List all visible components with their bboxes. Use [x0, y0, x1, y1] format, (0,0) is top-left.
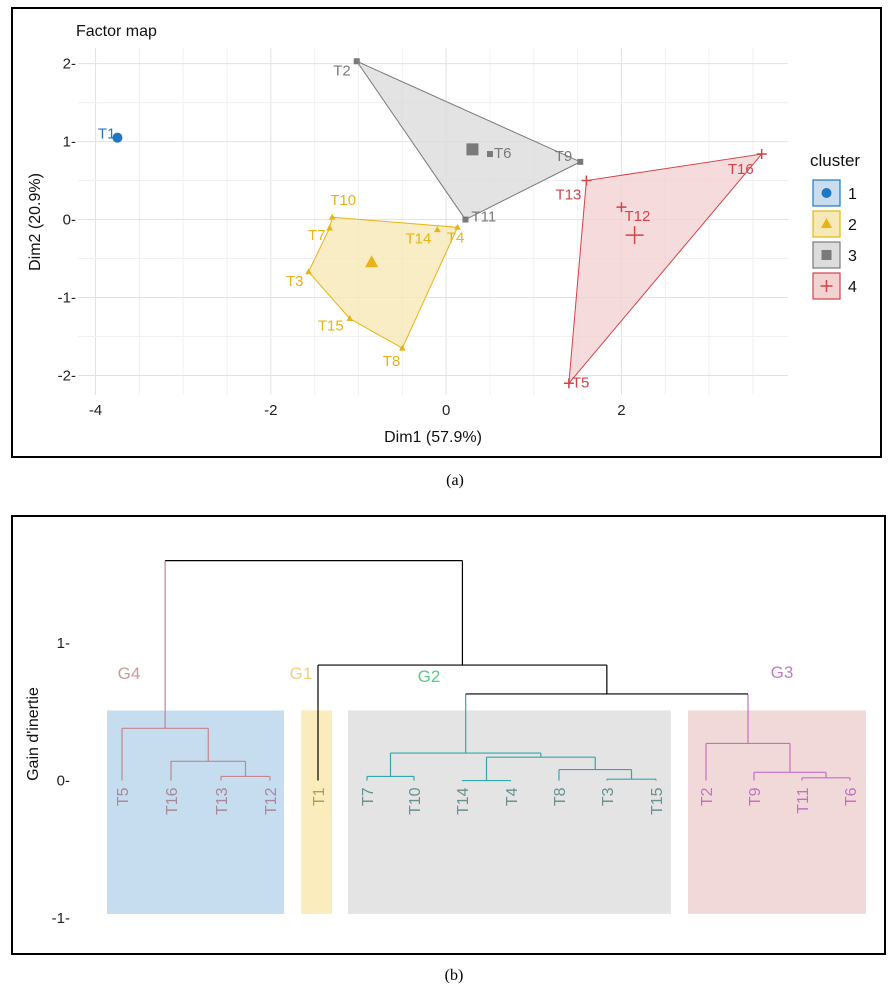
data-point [486, 151, 493, 158]
group-box-G1 [301, 710, 332, 914]
point-label: T4 [447, 229, 465, 246]
data-point [326, 224, 333, 231]
leaf-label: T10 [407, 787, 424, 815]
data-point [454, 223, 461, 230]
x-tick-label: -4 [89, 402, 102, 419]
data-point [305, 268, 312, 275]
cluster-4-hull [568, 153, 763, 385]
data-point [353, 58, 360, 65]
point-label: T3 [286, 273, 304, 290]
x-tick-label: -2 [264, 402, 277, 419]
legend-label: 3 [848, 248, 857, 265]
data-point [577, 158, 584, 165]
leaf-label: T6 [843, 787, 860, 806]
cluster-3-hull [355, 60, 582, 221]
leaf-label: T5 [115, 787, 132, 806]
leaf-label: T9 [747, 787, 764, 806]
legend-title: cluster [810, 151, 860, 170]
cluster-centroid [365, 255, 379, 268]
x-tick-label: 2 [617, 402, 625, 419]
group-box-G4 [107, 710, 284, 914]
group-box-G2 [348, 710, 671, 914]
data-point [581, 175, 592, 186]
point-label: T14 [406, 231, 432, 248]
cluster-1: T1 [98, 126, 123, 143]
point-label: T9 [555, 148, 573, 165]
cluster-centroid [625, 226, 644, 245]
group-label: G2 [418, 667, 441, 686]
y-tick-label: 0- [57, 773, 70, 790]
point-label: T12 [624, 208, 650, 225]
y-axis-label: Gain d'inertie [25, 687, 42, 781]
point-label: T6 [494, 145, 512, 162]
legend-label: 4 [848, 279, 857, 296]
data-point [328, 213, 336, 220]
point-label: T13 [556, 187, 582, 204]
group-label: G4 [118, 664, 141, 683]
y-tick-label: 1- [63, 134, 76, 151]
point-label: T10 [330, 192, 356, 209]
point-label: T1 [98, 126, 116, 143]
leaf-label: T16 [164, 787, 181, 815]
data-point [112, 132, 123, 143]
y-tick-label: -1- [52, 910, 70, 927]
leaf-label: T7 [360, 787, 377, 806]
point-label: T5 [572, 374, 590, 391]
leaf-label: T3 [600, 787, 617, 806]
leaf-label: T14 [455, 787, 472, 815]
group-box-G3 [688, 710, 866, 914]
legend-label: 1 [848, 186, 857, 203]
legend-marker [821, 250, 832, 260]
leaf-label: T8 [552, 787, 569, 806]
data-point [399, 344, 406, 351]
group-label: G1 [290, 664, 313, 683]
y-tick-label: -1- [58, 290, 76, 307]
cluster-centroid [466, 143, 479, 156]
leaf-label: T11 [795, 787, 812, 813]
data-point [462, 216, 469, 223]
y-tick-label: -2- [58, 368, 76, 385]
cluster-4: T16 T13 T12 T5 [556, 149, 767, 391]
legend-marker [820, 280, 833, 292]
data-point [756, 149, 767, 160]
leaf-label: T12 [263, 787, 280, 815]
cluster-3: T2 T6 T9 T11 [333, 58, 584, 226]
group-label: G3 [771, 663, 794, 682]
data-point [434, 226, 441, 233]
leaf-label: T13 [214, 787, 231, 815]
data-point [616, 202, 627, 213]
y-tick-label: 0- [63, 212, 76, 229]
caption-a: (a) [446, 472, 464, 489]
point-label: T11 [471, 209, 496, 226]
y-axis-label: Dim2 (20.9%) [27, 173, 44, 271]
leaf-label: T4 [504, 787, 521, 806]
leaf-label: T2 [699, 787, 716, 806]
data-point [346, 314, 354, 321]
cluster-2: T10 T7 T3 T15 T8 T14 T4 [286, 192, 464, 370]
x-tick-label: 0 [442, 402, 450, 419]
leaf-label: T15 [649, 787, 666, 815]
point-label: T2 [333, 62, 351, 79]
point-label: T16 [728, 161, 754, 178]
x-axis-label: Dim1 (57.9%) [384, 429, 482, 446]
caption-b: (b) [444, 967, 464, 984]
chart-title: Factor map [76, 23, 157, 40]
legend-label: 2 [848, 217, 857, 234]
point-label: T7 [308, 227, 326, 244]
data-point [563, 378, 574, 389]
point-label: T8 [383, 353, 401, 370]
legend-marker [821, 188, 832, 198]
point-label: T15 [318, 318, 344, 335]
leaf-label: T1 [311, 787, 328, 806]
y-tick-label: 2- [63, 56, 76, 73]
y-tick-label: 1- [57, 635, 70, 652]
legend-marker [821, 218, 832, 228]
